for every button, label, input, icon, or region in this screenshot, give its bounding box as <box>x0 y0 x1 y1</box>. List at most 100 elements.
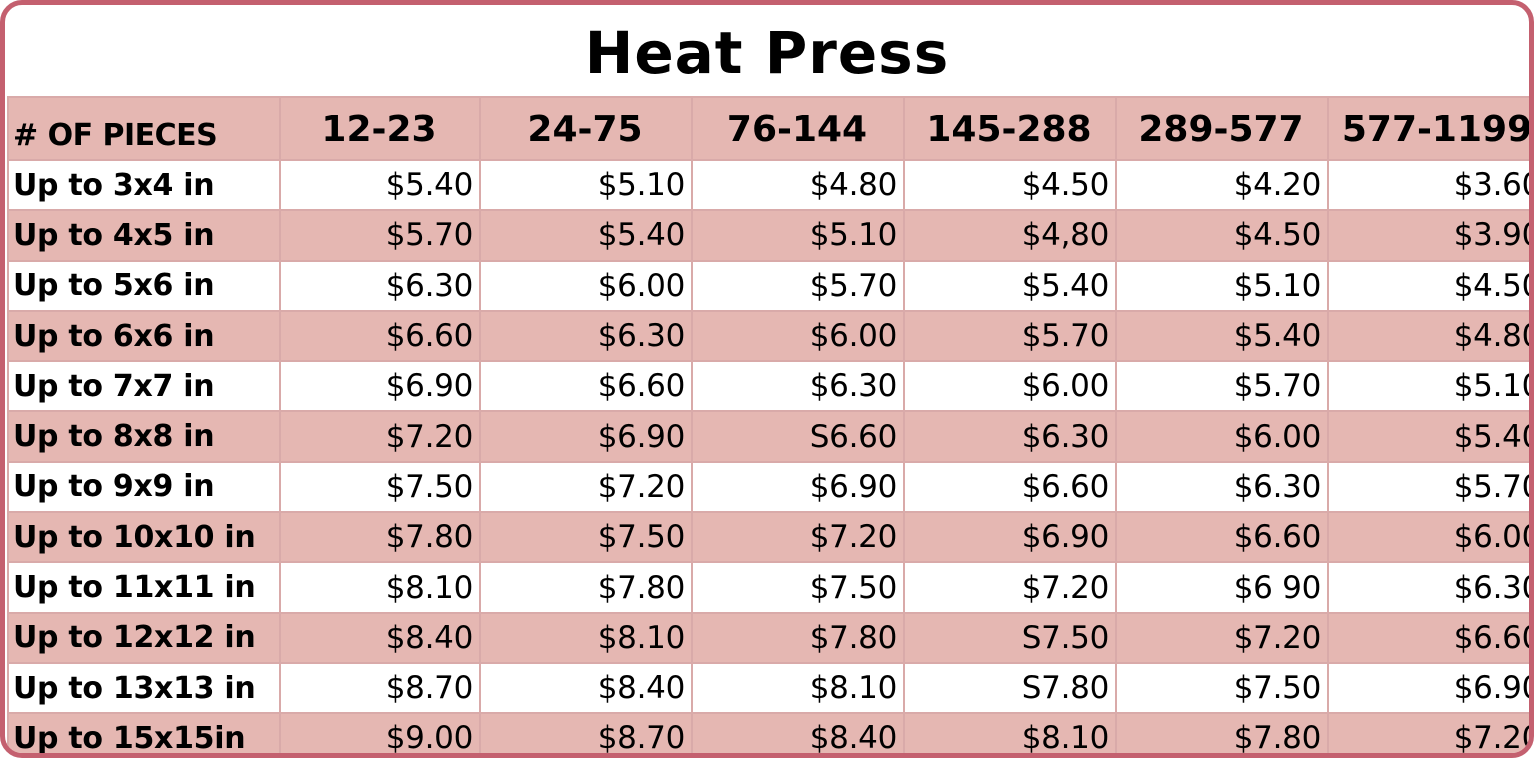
quantity-column-header: 289-577 <box>1115 96 1329 161</box>
size-label: Up to 12x12 in <box>7 611 281 664</box>
table-row: Up to 13x13 in $8.70 $8.40 $8.10 S7.80 $… <box>7 661 1529 715</box>
price-cell: $6.60 <box>479 360 693 413</box>
quantity-column-header: 24-75 <box>479 96 693 161</box>
price-cell: $7.20 <box>1327 712 1529 753</box>
price-cell: $8.40 <box>279 611 481 664</box>
table-row: Up to 6x6 in $6.60 $6.30 $6.00 $5.70 $5.… <box>7 309 1529 363</box>
price-cell: $6.30 <box>903 410 1117 463</box>
price-cell: $8.70 <box>479 712 693 753</box>
price-cell: $7.20 <box>479 460 693 514</box>
price-cell: $4.20 <box>1115 158 1329 212</box>
price-cell: $5.40 <box>1115 309 1329 363</box>
price-cell: $4.50 <box>1327 259 1529 312</box>
price-cell: $8.40 <box>691 712 905 753</box>
price-cell: $7.50 <box>479 511 693 564</box>
price-cell: $6 90 <box>1115 561 1329 614</box>
table-row: Up to 11x11 in $8.10 $7.80 $7.50 $7.20 $… <box>7 561 1529 614</box>
size-label: Up to 3x4 in <box>7 158 281 212</box>
price-cell: $7.50 <box>691 561 905 614</box>
header-row: # OF PIECES 12-23 24-75 76-144 145-288 2… <box>7 96 1529 161</box>
size-label: Up to 15x15in <box>7 712 281 753</box>
table-row: Up to 7x7 in $6.90 $6.60 $6.30 $6.00 $5.… <box>7 360 1529 413</box>
price-cell: $7.80 <box>1115 712 1329 753</box>
price-cell: $4.50 <box>1115 209 1329 262</box>
pricing-table: # OF PIECES 12-23 24-75 76-144 145-288 2… <box>7 96 1529 753</box>
price-cell: $5.70 <box>1327 460 1529 514</box>
price-cell: S7.80 <box>903 661 1117 715</box>
price-cell: $7.50 <box>1115 661 1329 715</box>
price-cell: $5.70 <box>903 309 1117 363</box>
price-cell: $5.10 <box>1115 259 1329 312</box>
quantity-header-label: # OF PIECES <box>7 96 281 161</box>
price-cell: $5.40 <box>279 158 481 212</box>
price-cell: $4.80 <box>691 158 905 212</box>
price-cell: $8.10 <box>279 561 481 614</box>
quantity-column-header: 577-1199 <box>1327 96 1529 161</box>
price-cell: $6.00 <box>691 309 905 363</box>
size-label: Up to 4x5 in <box>7 209 281 262</box>
price-cell: $7.20 <box>691 511 905 564</box>
price-cell: $4.50 <box>903 158 1117 212</box>
price-cell: $7.80 <box>279 511 481 564</box>
price-cell: $6.60 <box>279 309 481 363</box>
price-cell: $6.30 <box>1115 460 1329 514</box>
table-row: Up to 3x4 in $5.40 $5.10 $4.80 $4.50 $4.… <box>7 158 1529 212</box>
price-cell: $7.80 <box>691 611 905 664</box>
size-label: Up to 9x9 in <box>7 460 281 514</box>
size-label: Up to 7x7 in <box>7 360 281 413</box>
size-label: Up to 6x6 in <box>7 309 281 363</box>
price-cell: $3.60 <box>1327 158 1529 212</box>
quantity-column-header: 12-23 <box>279 96 481 161</box>
table-row: Up to 8x8 in $7.20 $6.90 S6.60 $6.30 $6.… <box>7 410 1529 463</box>
price-cell: $4,80 <box>903 209 1117 262</box>
price-cell: $6.90 <box>903 511 1117 564</box>
price-cell: $5.40 <box>903 259 1117 312</box>
table-row: Up to 9x9 in $7.50 $7.20 $6.90 $6.60 $6.… <box>7 460 1529 514</box>
price-cell: $5.70 <box>279 209 481 262</box>
price-cell: $6.90 <box>479 410 693 463</box>
table-row: Up to 15x15in $9.00 $8.70 $8.40 $8.10 $7… <box>7 712 1529 753</box>
price-cell: $6.90 <box>279 360 481 413</box>
table-row: Up to 5x6 in $6.30 $6.00 $5.70 $5.40 $5.… <box>7 259 1529 312</box>
price-cell: S7.50 <box>903 611 1117 664</box>
price-cell: $9.00 <box>279 712 481 753</box>
price-cell: S6.60 <box>691 410 905 463</box>
size-label: Up to 5x6 in <box>7 259 281 312</box>
price-cell: $5.70 <box>691 259 905 312</box>
price-cell: $8.10 <box>691 661 905 715</box>
price-cell: $7.50 <box>279 460 481 514</box>
price-cell: $5.10 <box>691 209 905 262</box>
quantity-column-header: 76-144 <box>691 96 905 161</box>
price-cell: $6.00 <box>479 259 693 312</box>
price-cell: $5.10 <box>1327 360 1529 413</box>
price-cell: $6.30 <box>1327 561 1529 614</box>
price-cell: $6.60 <box>903 460 1117 514</box>
price-cell: $7.20 <box>279 410 481 463</box>
size-label: Up to 11x11 in <box>7 561 281 614</box>
price-cell: $6.30 <box>691 360 905 413</box>
page-title: Heat Press <box>584 19 950 87</box>
price-cell: $8.10 <box>479 611 693 664</box>
price-cell: $7.20 <box>903 561 1117 614</box>
price-cell: $6.00 <box>903 360 1117 413</box>
price-cell: $5.40 <box>1327 410 1529 463</box>
price-cell: $8.10 <box>903 712 1117 753</box>
price-cell: $6.90 <box>1327 661 1529 715</box>
price-cell: $6.30 <box>479 309 693 363</box>
price-cell: $5.10 <box>479 158 693 212</box>
size-label: Up to 13x13 in <box>7 661 281 715</box>
price-cell: $6.90 <box>691 460 905 514</box>
table-row: Up to 10x10 in $7.80 $7.50 $7.20 $6.90 $… <box>7 511 1529 564</box>
price-cell: $6.00 <box>1327 511 1529 564</box>
price-cell: $3.90 <box>1327 209 1529 262</box>
price-cell: $6.60 <box>1115 511 1329 564</box>
price-cell: $7.80 <box>479 561 693 614</box>
size-label: Up to 8x8 in <box>7 410 281 463</box>
quantity-column-header: 145-288 <box>903 96 1117 161</box>
price-cell: $8.40 <box>479 661 693 715</box>
price-cell: $6.00 <box>1115 410 1329 463</box>
price-cell: $5.40 <box>479 209 693 262</box>
price-cell: $4.80 <box>1327 309 1529 363</box>
price-cell: $8.70 <box>279 661 481 715</box>
